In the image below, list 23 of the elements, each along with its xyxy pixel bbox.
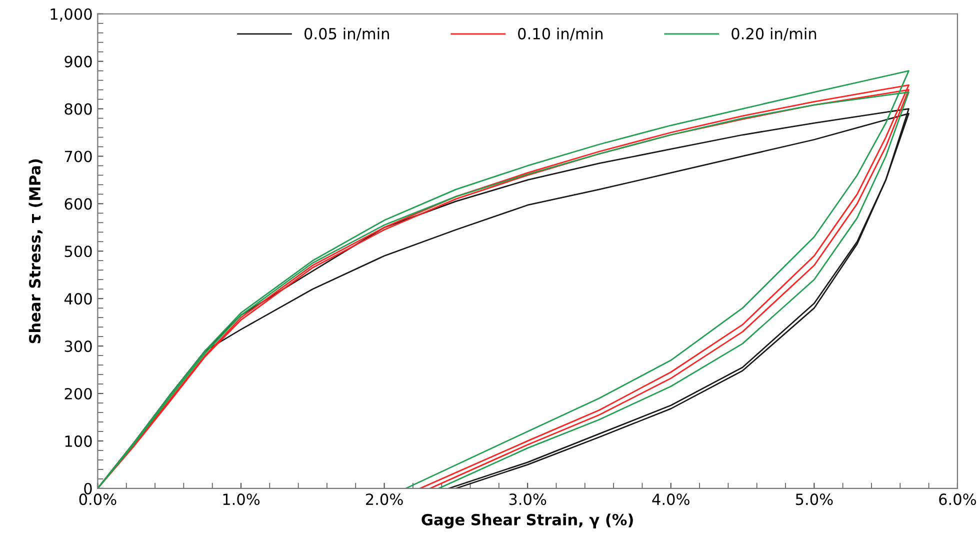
legend-label: 0.05 in/min: [304, 28, 389, 41]
y-tick-label: 300: [64, 340, 92, 352]
legend-label: 0.10 in/min: [518, 28, 603, 41]
y-tick-label: 0: [84, 482, 92, 494]
y-tick-label: 1,000: [50, 8, 92, 22]
legend-label: 0.20 in/min: [732, 28, 816, 41]
x-tick-label: 0.0%: [79, 494, 116, 506]
y-tick-label: 700: [64, 150, 92, 162]
x-tick-label: 3.0%: [509, 494, 546, 506]
y-tick-label: 100: [65, 435, 92, 447]
x-tick-label: 5.0%: [796, 494, 833, 506]
x-axis-title: Gage Shear Strain, γ (%): [422, 514, 633, 529]
y-tick-label: 900: [64, 56, 92, 68]
x-tick-label: 4.0%: [652, 494, 690, 506]
y-tick-label: 500: [64, 246, 92, 258]
y-tick-label: 400: [64, 293, 92, 305]
x-tick-label: 2.0%: [366, 494, 403, 506]
y-tick-label: 800: [64, 103, 92, 115]
y-axis-title: Shear Stress, τ (MPa): [28, 159, 43, 344]
y-tick-label: 200: [64, 388, 92, 400]
x-tick-label: 6.0%: [939, 494, 976, 506]
y-tick-label: 600: [64, 198, 92, 210]
x-tick-label: 1.0%: [223, 494, 260, 506]
